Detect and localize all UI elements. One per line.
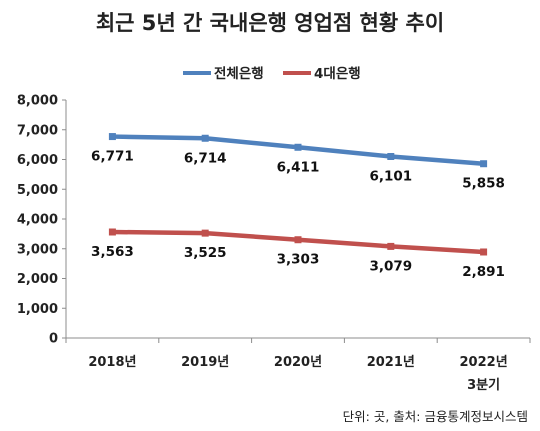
legend-label-big4: 4대은행 bbox=[314, 66, 361, 82]
legend: 전체은행 4대은행 bbox=[183, 65, 361, 82]
data-label: 5,858 bbox=[462, 176, 505, 192]
y-tick-label: 1,000 bbox=[17, 302, 58, 317]
y-tick-label: 4,000 bbox=[17, 213, 58, 228]
y-tick-label: 2,000 bbox=[17, 272, 58, 287]
x-tick-label: 2018년 bbox=[88, 355, 136, 370]
data-point bbox=[480, 248, 488, 256]
data-labels: 6,771 6,714 6,411 6,101 5,858 3,563 3,525 3,303… bbox=[91, 149, 505, 280]
data-point bbox=[387, 242, 395, 250]
source-note: 단위: 곳, 출처: 금융통계정보시스템 bbox=[343, 409, 528, 424]
y-tick-label: 8,000 bbox=[17, 94, 58, 109]
data-label: 3,303 bbox=[277, 252, 320, 268]
x-tick-label: 2021년 bbox=[367, 355, 415, 370]
x-tick-label: 2020년 bbox=[274, 355, 322, 370]
data-point bbox=[201, 229, 209, 237]
data-label: 6,101 bbox=[369, 168, 412, 184]
data-label: 6,771 bbox=[91, 149, 134, 165]
data-label: 3,525 bbox=[184, 245, 227, 261]
data-label: 3,563 bbox=[91, 244, 134, 260]
data-point bbox=[387, 152, 395, 160]
y-tick-label: 7,000 bbox=[17, 123, 58, 138]
x-tick-label: 2019년 bbox=[181, 355, 229, 370]
data-point bbox=[294, 236, 302, 244]
y-tick-label: 3,000 bbox=[17, 242, 58, 257]
data-point bbox=[108, 133, 116, 141]
y-tick-label: 0 bbox=[49, 332, 58, 347]
series-group bbox=[108, 133, 488, 256]
x-tick-sublabel: 3분기 bbox=[467, 378, 500, 393]
data-point bbox=[108, 228, 116, 236]
data-label: 6,411 bbox=[277, 159, 320, 175]
data-point bbox=[480, 160, 488, 168]
legend-label-total: 전체은행 bbox=[214, 65, 264, 82]
chart-title: 최근 5년 간 국내은행 영업점 현황 추이 bbox=[96, 11, 444, 35]
data-label: 2,891 bbox=[462, 264, 505, 280]
axes: 0 1,000 2,000 3,000 4,000 5,000 6,000 7,000 8,00… bbox=[17, 94, 531, 393]
data-label: 3,079 bbox=[369, 258, 412, 274]
x-tick-label: 2022년 bbox=[460, 355, 508, 370]
data-point bbox=[201, 134, 209, 142]
data-label: 6,714 bbox=[184, 150, 227, 166]
y-tick-label: 6,000 bbox=[17, 153, 58, 168]
y-tick-label: 5,000 bbox=[17, 183, 58, 198]
data-point bbox=[294, 143, 302, 151]
